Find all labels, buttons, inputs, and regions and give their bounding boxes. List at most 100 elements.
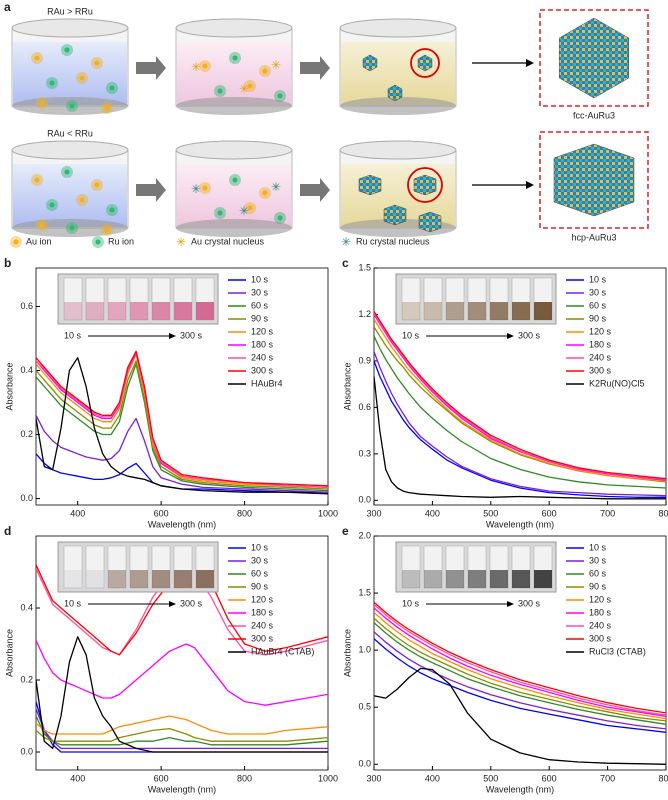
series-line xyxy=(374,617,666,722)
legend-label: 240 s xyxy=(589,620,612,630)
series-line xyxy=(374,604,666,716)
y-tick-label: 2.0 xyxy=(358,530,371,540)
y-tick-label: 0.4 xyxy=(20,602,33,612)
ion xyxy=(69,103,75,109)
y-tick-label: 1.5 xyxy=(358,262,371,272)
beaker-rim xyxy=(11,140,129,160)
vial-liquid xyxy=(534,570,552,588)
x-tick-label: 500 xyxy=(483,773,498,783)
annotation: 10 s xyxy=(64,330,82,340)
x-tick-label: 400 xyxy=(70,508,85,518)
vial-liquid xyxy=(86,570,104,588)
beaker-rim xyxy=(339,140,457,160)
series-line xyxy=(36,357,328,495)
legend-label: 300 s xyxy=(589,633,612,643)
panel-label: c xyxy=(342,256,349,270)
nanocrystal xyxy=(383,204,407,226)
nucleus: ✳ xyxy=(239,204,249,218)
legend-label: 90 s xyxy=(251,581,269,591)
x-tick-label: 800 xyxy=(658,508,668,518)
x-tick-label: 500 xyxy=(483,508,498,518)
vial xyxy=(63,277,83,321)
product-label: fcc-AuRu3 xyxy=(573,110,615,120)
panel-label: b xyxy=(4,256,11,270)
ion xyxy=(39,222,45,228)
time-arrow-head xyxy=(169,601,176,607)
x-tick-label: 700 xyxy=(600,773,615,783)
legend-label: 90 s xyxy=(251,313,269,323)
vial-liquid xyxy=(402,570,420,588)
ion xyxy=(79,197,85,203)
ion xyxy=(262,190,268,196)
x-tick-label: 400 xyxy=(70,773,85,783)
vial-liquid xyxy=(130,302,148,320)
panel-label: a xyxy=(4,0,11,14)
annotation: 10 s xyxy=(64,598,82,608)
series-line xyxy=(36,636,328,753)
ion xyxy=(104,227,110,233)
vial-liquid xyxy=(468,302,486,320)
vial xyxy=(401,545,421,589)
vial xyxy=(85,545,105,589)
vial-liquid xyxy=(64,570,82,588)
legend-label: 30 s xyxy=(251,555,269,565)
beaker: ✳ ✳ ✳ xyxy=(175,140,293,237)
y-tick-label: 0.4 xyxy=(20,365,33,375)
legend-label: 240 s xyxy=(251,352,274,362)
x-tick-label: 800 xyxy=(237,773,252,783)
series-line xyxy=(374,622,666,725)
ion xyxy=(34,55,40,61)
vial-liquid xyxy=(490,570,508,588)
legend-label: 120 s xyxy=(251,326,274,336)
ion xyxy=(94,182,100,188)
ion xyxy=(13,239,19,245)
ion xyxy=(217,210,223,216)
nucleus: ✳ xyxy=(239,82,249,96)
series-line xyxy=(374,601,666,714)
legend-label: 180 s xyxy=(589,339,612,349)
vial xyxy=(85,277,105,321)
nanocrystal xyxy=(387,84,403,102)
solution xyxy=(13,164,127,227)
condition-label: RAu < RRu xyxy=(47,128,93,138)
y-axis-label: Absorbance xyxy=(4,629,14,677)
x-tick-label: 300 xyxy=(366,508,381,518)
ion xyxy=(64,169,70,175)
y-tick-label: 0.0 xyxy=(358,495,371,505)
process-arrow xyxy=(300,178,330,202)
vial-liquid xyxy=(64,302,82,320)
legend-label: 300 s xyxy=(589,365,612,375)
vial xyxy=(63,545,83,589)
nucleus: ✳ xyxy=(191,60,201,74)
vial-liquid xyxy=(490,302,508,320)
vial-liquid xyxy=(86,302,104,320)
vial-liquid xyxy=(152,302,170,320)
panel-label: d xyxy=(4,524,11,538)
ion xyxy=(247,83,253,89)
legend-label: 90 s xyxy=(589,313,607,323)
zoom-box xyxy=(539,9,649,107)
legend-label: 60 s xyxy=(251,568,269,578)
annotation: 300 s xyxy=(518,330,541,340)
legend-label: 10 s xyxy=(589,274,607,284)
plot-frame xyxy=(35,267,329,506)
ion xyxy=(232,177,238,183)
vial xyxy=(401,277,421,321)
series-line xyxy=(374,612,666,720)
ion xyxy=(34,177,40,183)
x-axis-label: Wavelength (nm) xyxy=(486,784,554,794)
vial-liquid xyxy=(446,570,464,588)
legend-label: 180 s xyxy=(589,607,612,617)
x-tick-label: 800 xyxy=(658,773,668,783)
vial-liquid xyxy=(402,302,420,320)
legend-label: 300 s xyxy=(251,365,274,375)
legend-label: 120 s xyxy=(589,326,612,336)
legend-label: Ru crystal nucleus xyxy=(356,236,430,246)
legend-label: Ru ion xyxy=(108,236,134,246)
nanocrystal xyxy=(417,54,433,72)
y-tick-label: 0.0 xyxy=(358,759,371,769)
series-line xyxy=(36,564,328,656)
vial-liquid xyxy=(468,570,486,588)
y-axis-label: Absorbance xyxy=(4,362,14,410)
arrow-head xyxy=(526,59,534,67)
